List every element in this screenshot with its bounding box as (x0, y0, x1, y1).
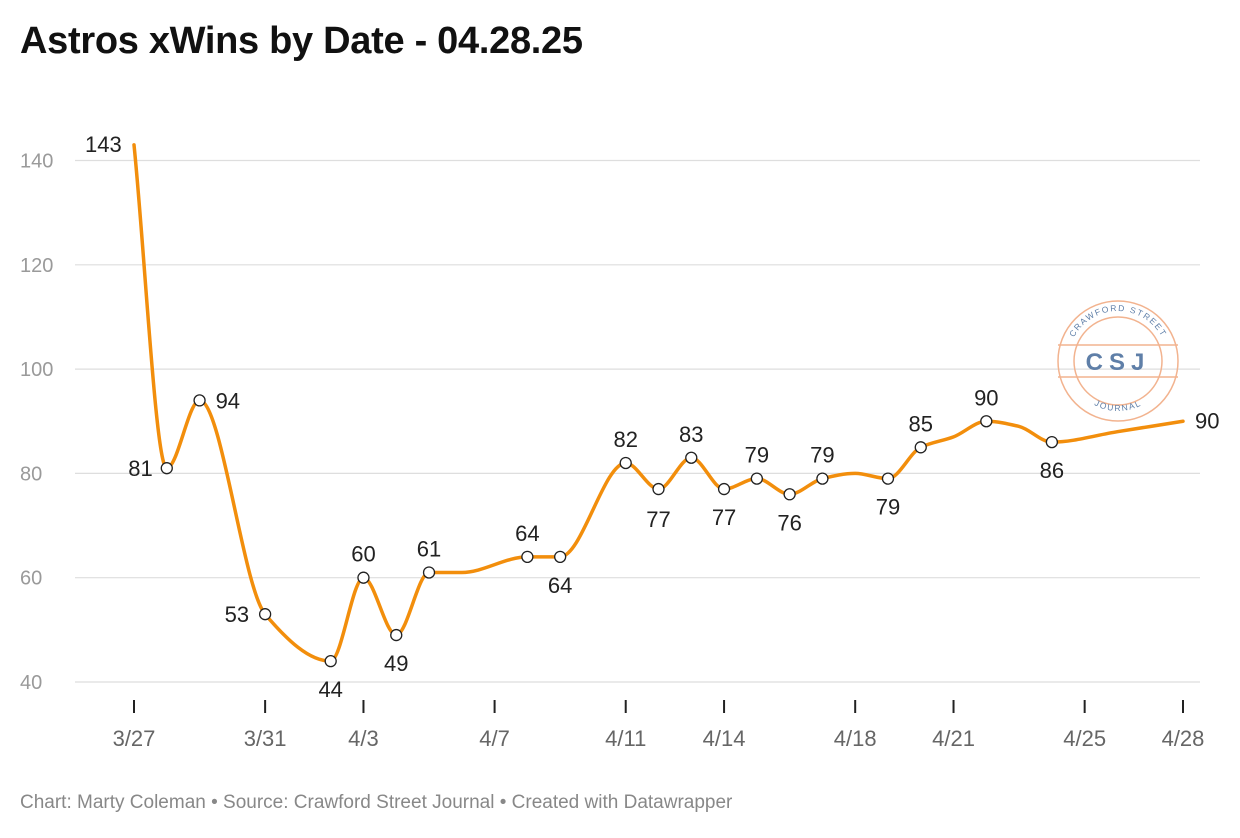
data-label-4-9: 64 (548, 573, 572, 598)
data-label-3-31: 53 (225, 602, 249, 627)
data-label-4-16: 76 (777, 510, 801, 535)
data-point-4-11 (619, 456, 632, 470)
data-label-4-5: 61 (417, 536, 441, 561)
data-point-4-16 (783, 488, 796, 501)
y-tick-label-120: 120 (20, 255, 53, 277)
x-tick-label-4-14: 4/14 (703, 726, 746, 751)
data-markers (160, 394, 1059, 668)
data-label-4-8: 64 (515, 521, 539, 546)
data-point-4-9 (554, 550, 567, 563)
data-labels: 143 81 94 53 44 60 49 61 64 64 82 77 83 77 79 76 79 79 85 9… (85, 132, 1219, 702)
x-tick-label-4-28: 4/28 (1162, 726, 1205, 751)
data-point-4-5 (422, 566, 436, 579)
data-point-4-2 (324, 654, 337, 668)
data-label-4-11: 82 (613, 427, 637, 452)
data-point-4-14 (717, 482, 731, 496)
data-label-3-28: 81 (128, 456, 152, 481)
y-tick-label-140: 140 (20, 151, 53, 173)
x-axis-ticks: 3/27 3/31 4/3 4/7 4/11 4/14 4/18 4/21 4/25 4/28 (113, 700, 1205, 751)
logo-bottom-text: JOURNAL (1093, 398, 1143, 413)
series-line-group (132, 143, 1185, 663)
data-point-4-15 (750, 472, 763, 485)
logo-top-text: CRAWFORD STREET (1067, 303, 1169, 339)
y-axis-ticks: 40 60 80 100 120 140 (20, 151, 53, 695)
chart-title: Astros xWins by Date - 04.28.25 (20, 20, 583, 62)
y-tick-label-80: 80 (20, 463, 42, 485)
data-label-4-14: 77 (712, 505, 736, 530)
chart-footer: Chart: Marty Coleman • Source: Crawford … (20, 792, 733, 813)
data-point-4-13 (685, 451, 698, 464)
data-label-4-24: 86 (1040, 458, 1064, 483)
data-label-4-15: 79 (745, 443, 769, 468)
data-point-4-22 (980, 415, 993, 428)
x-tick-label-4-7: 4/7 (479, 726, 510, 751)
data-point-4-3 (357, 571, 370, 584)
x-tick-label-4-21: 4/21 (932, 726, 975, 751)
y-tick-label-60: 60 (20, 568, 42, 590)
x-tick-label-4-18: 4/18 (834, 726, 877, 751)
data-label-4-20: 85 (909, 411, 933, 436)
data-label-4-2: 44 (318, 677, 342, 702)
data-point-4-17 (816, 472, 829, 485)
logo-main-text: CSJ (1086, 349, 1151, 376)
x-tick-label-3-31: 3/31 (244, 726, 287, 751)
grid-lines (75, 159, 1200, 683)
csj-logo: CRAWFORD STREET CSJ JOURNAL (1057, 300, 1179, 422)
data-point-4-4 (390, 628, 403, 642)
data-label-4-12: 77 (646, 507, 670, 532)
y-tick-label-100: 100 (20, 359, 53, 381)
logo-outer-ring (1057, 300, 1179, 422)
data-label-3-27: 143 (85, 132, 122, 157)
data-label-3-29: 94 (216, 388, 240, 413)
data-point-4-12 (652, 482, 665, 496)
data-point-4-20 (914, 441, 927, 454)
data-point-4-24 (1045, 435, 1059, 449)
data-point-3-29 (193, 394, 206, 407)
data-label-4-13: 83 (679, 422, 703, 447)
series-line (132, 143, 1185, 663)
data-label-4-19: 79 (876, 495, 900, 520)
data-label-4-28: 90 (1195, 408, 1219, 433)
data-label-4-3: 60 (351, 542, 375, 567)
data-point-3-31 (258, 608, 272, 621)
x-tick-label-4-25: 4/25 (1063, 726, 1106, 751)
x-tick-label-4-3: 4/3 (348, 726, 379, 751)
x-tick-label-4-11: 4/11 (605, 726, 646, 751)
data-point-4-19 (881, 472, 895, 485)
data-label-4-17: 79 (810, 443, 834, 468)
data-point-3-28 (160, 462, 173, 475)
data-label-4-4: 49 (384, 651, 408, 676)
data-point-4-8 (521, 550, 534, 563)
logo-inner-ring (1073, 316, 1163, 406)
x-tick-label-3-27: 3/27 (113, 726, 156, 751)
y-tick-label-40: 40 (20, 672, 42, 694)
data-label-4-22: 90 (974, 385, 998, 410)
